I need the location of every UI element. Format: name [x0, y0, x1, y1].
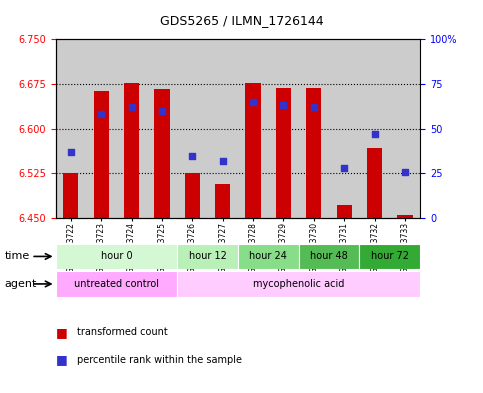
Bar: [177, 244, 238, 269]
Bar: [177, 271, 420, 297]
Text: ■: ■: [56, 325, 67, 339]
Bar: [245, 83, 261, 218]
Bar: [185, 173, 200, 218]
Bar: [390, 39, 420, 218]
Bar: [238, 39, 268, 218]
Text: GDS5265 / ILMN_1726144: GDS5265 / ILMN_1726144: [160, 14, 323, 27]
Bar: [367, 148, 382, 218]
Point: [219, 158, 227, 164]
Text: percentile rank within the sample: percentile rank within the sample: [77, 354, 242, 365]
Text: ■: ■: [56, 353, 67, 366]
Point: [97, 111, 105, 118]
Bar: [124, 83, 139, 218]
Point: [401, 169, 409, 175]
Bar: [337, 205, 352, 218]
Text: untreated control: untreated control: [74, 279, 159, 289]
Bar: [306, 88, 322, 218]
Text: mycophenolic acid: mycophenolic acid: [253, 279, 344, 289]
Bar: [56, 244, 177, 269]
Bar: [276, 88, 291, 218]
Bar: [63, 173, 78, 218]
Bar: [359, 244, 420, 269]
Point: [67, 149, 74, 155]
Bar: [398, 215, 412, 218]
Point: [280, 102, 287, 108]
Bar: [147, 39, 177, 218]
Bar: [94, 91, 109, 218]
Text: hour 0: hour 0: [100, 252, 132, 261]
Text: hour 12: hour 12: [188, 252, 227, 261]
Text: agent: agent: [5, 279, 37, 289]
Bar: [238, 244, 298, 269]
Bar: [86, 39, 116, 218]
Bar: [298, 244, 359, 269]
Bar: [208, 39, 238, 218]
Point: [310, 104, 318, 110]
Bar: [268, 39, 298, 218]
Bar: [56, 39, 86, 218]
Bar: [298, 39, 329, 218]
Bar: [56, 271, 177, 297]
Point: [249, 99, 257, 105]
Bar: [359, 39, 390, 218]
Point: [371, 131, 379, 137]
Bar: [177, 39, 208, 218]
Bar: [329, 39, 359, 218]
Point: [158, 108, 166, 114]
Text: transformed count: transformed count: [77, 327, 168, 337]
Point: [188, 152, 196, 159]
Point: [128, 104, 135, 110]
Text: hour 48: hour 48: [310, 252, 348, 261]
Bar: [154, 89, 170, 218]
Text: hour 24: hour 24: [249, 252, 287, 261]
Text: hour 72: hour 72: [371, 252, 409, 261]
Text: time: time: [5, 252, 30, 261]
Bar: [215, 184, 230, 218]
Point: [341, 165, 348, 171]
Bar: [116, 39, 147, 218]
